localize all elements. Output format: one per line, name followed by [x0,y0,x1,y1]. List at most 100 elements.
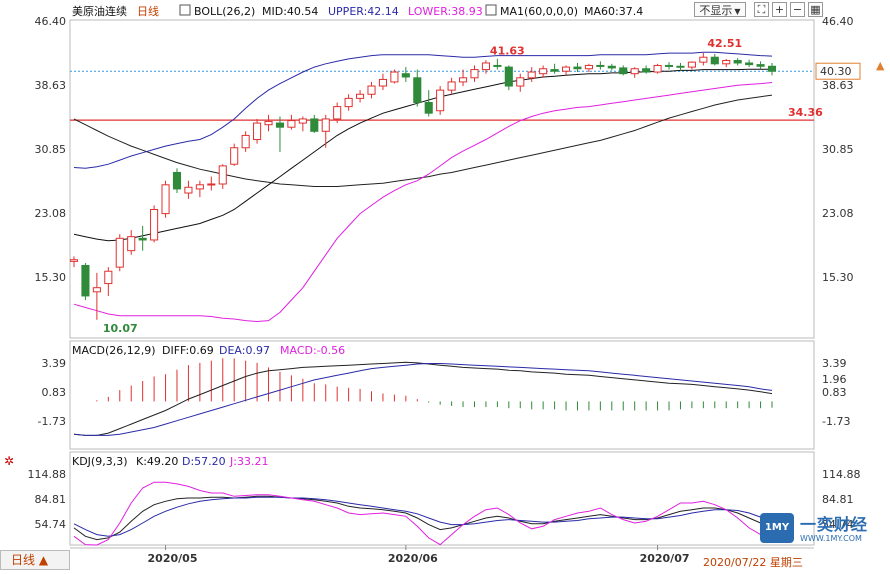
kdj-d: D:57.20 [182,455,226,468]
logo-badge-icon: 1MY [760,513,794,543]
candle-body [642,68,651,73]
candle-body [493,64,502,67]
macd-dea-line [73,363,773,436]
kdj-panel-frame [69,451,815,546]
candle-body [218,165,227,185]
candle-body [722,60,731,65]
macd-tick-left: -1.73 [38,415,66,428]
kdj-d-line [73,496,773,537]
candle-body [573,66,582,70]
candle-body [150,209,159,241]
candle-body [390,71,399,83]
macd-panel-frame [69,340,815,450]
ma60-value: MA60:37.4 [584,5,643,18]
price-tick-left: 38.63 [35,79,67,92]
candle-body [550,69,559,72]
kdj-plot [73,481,773,546]
price-tick-right: 46.40 [822,15,854,28]
candle-body [184,186,193,194]
minus-icon[interactable]: − [790,2,805,17]
boll-toggle-icon[interactable] [179,4,191,16]
high-label-2: 42.51 [707,37,742,50]
x-tick-label: 2020/06 [388,552,438,565]
candle-body [298,118,307,124]
candle-body [195,184,204,190]
grid-icon[interactable]: ▦ [808,2,823,17]
candle-body [275,122,285,128]
candle-body [607,65,616,69]
plus-icon[interactable]: + [772,2,787,17]
crosshair-icon[interactable]: ✲ [4,454,14,468]
ma-toggle-icon[interactable] [485,4,497,16]
candle-body [161,184,170,215]
candle-body [596,64,605,67]
candle-body [619,67,628,75]
price-tick-left: 46.40 [35,15,67,28]
candle-body [138,237,147,241]
candle-body [69,259,79,262]
kdj-k-line [73,495,773,541]
boll-lower: LOWER:38.93 [408,5,483,18]
candle-body [481,62,490,71]
kdj-label: KDJ(9,3,3) [72,455,128,468]
candle-body [424,101,433,114]
candle-body [516,77,525,87]
candle-body [230,147,239,165]
macd-diff-line [73,361,773,436]
price-tick-right: 15.30 [822,271,854,284]
price-tick-right: 38.63 [822,79,854,92]
expand-icon[interactable]: ⛶ [754,2,769,17]
macd-value: MACD:-0.56 [280,344,345,357]
kdj-tick-right: 54.74 [822,518,854,531]
candle-body [92,287,101,293]
hide-indicator-dropdown[interactable]: 不显示 ▼ [694,2,746,17]
candle-body [447,81,456,91]
logo-url: WWW.1MY.COM [800,534,862,543]
candle-body [378,78,387,87]
axis-ticks: 46.40 46.40 38.63 38.63 30.85 30.85 23.08 23.08… [28,15,886,565]
period-label: 日线 [137,4,159,18]
candle-body [733,60,742,64]
candle-body [264,120,273,126]
kdj-tick-left: 54.74 [35,518,67,531]
candle-body [664,64,674,67]
low-label: 10.07 [103,322,138,335]
candle-body [172,171,182,190]
macd-tick-right: -1.73 [822,415,850,428]
kdj-tick-left: 84.81 [35,493,67,506]
candle-body [756,64,765,67]
hide-dropdown-label: 不显示 [699,4,733,17]
last-price-box [815,62,861,80]
main-plot: 34.36 41.63 42.51 10.07 [69,37,823,335]
price-tick-right: 23.08 [822,207,854,220]
candle-body [344,97,353,108]
brand-logo: 1MY 一奕财经 WWW.1MY.COM [760,511,880,549]
high-label-1: 41.63 [490,44,525,57]
candle-body [470,69,479,79]
candle-body [81,264,90,297]
macd-tick-left: 0.83 [42,386,67,399]
symbol-title: 美原油连续 [72,4,127,18]
last-price-label: 40.30 [820,65,852,78]
kdj-tick-right: 84.81 [822,493,854,506]
x-tick-label: 2020/05 [148,552,198,565]
period-selector-button[interactable]: 日线 ▲ [0,550,70,570]
macd-current-label: 1.96 [822,373,847,386]
candle-body [584,64,593,70]
candle-body [699,56,708,63]
boll-label: BOLL(26,2) [194,5,255,18]
candle-body [367,85,376,95]
macd-diff: DIFF:0.69 [162,344,214,357]
boll-lower-line [73,82,773,323]
boll-upper: UPPER:42.14 [328,5,399,18]
candle-body [241,134,250,149]
candle-body [115,237,124,268]
price-tick-left: 30.85 [35,143,67,156]
kdj-k: K:49.20 [136,455,178,468]
kdj-tick-right: 114.88 [822,468,861,481]
kdj-j-line [73,481,773,546]
candle-body [127,236,136,252]
last-price-arrow-icon: ▲ [876,59,885,72]
